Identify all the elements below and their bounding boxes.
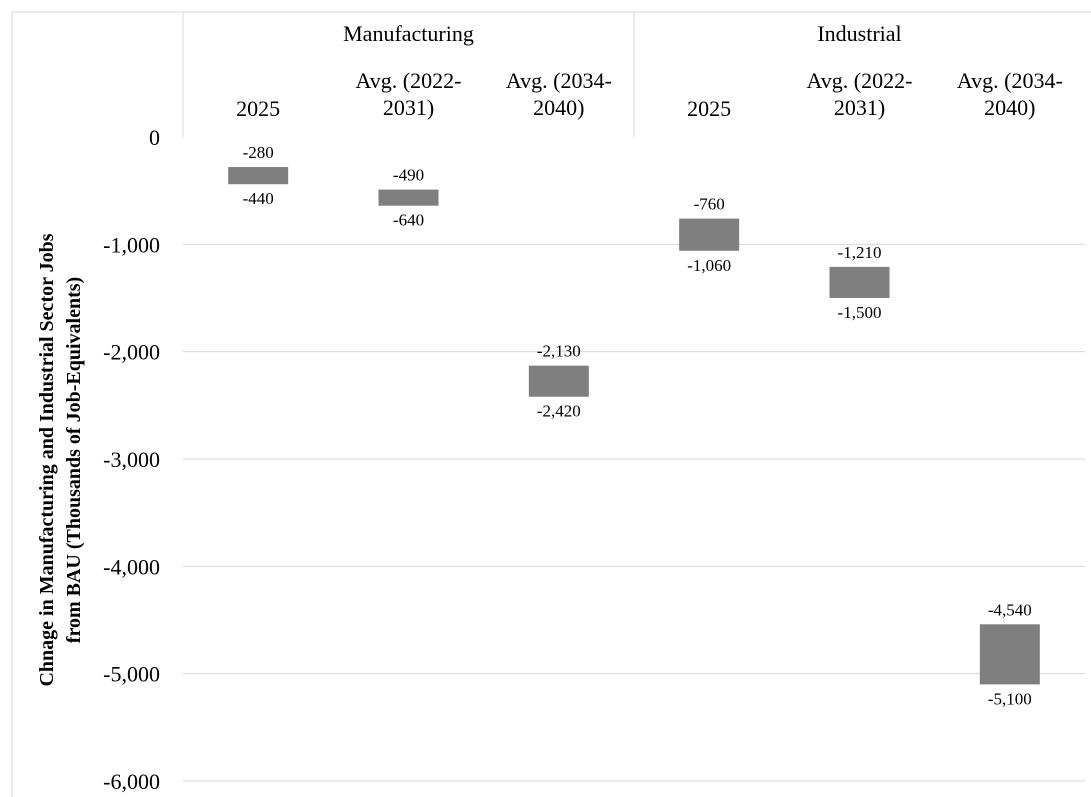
- data-labels: -280 -440 -490 -640 -2,130 -2,420 -760 -1,060 -1…: [243, 143, 1032, 708]
- range-bar: [679, 218, 740, 251]
- y-tick-label: -1,000: [103, 232, 160, 257]
- y-tick-label: -4,000: [103, 554, 160, 579]
- range-bar: [378, 189, 439, 206]
- bar-high-label: -760: [694, 195, 725, 214]
- bars: [228, 167, 1040, 685]
- y-tick-label: -5,000: [103, 662, 160, 687]
- category-label: Avg. (2034-: [957, 68, 1063, 93]
- category-label: Avg. (2034-: [506, 68, 612, 93]
- bar-high-label: -1,210: [838, 243, 882, 262]
- group-label: Manufacturing: [343, 21, 474, 46]
- y-axis-label-line-2: from BAU (Thousands of Job-Equivalents): [63, 277, 85, 643]
- bar-high-label: -490: [393, 166, 424, 185]
- bar-low-label: -640: [393, 211, 424, 230]
- bar-low-label: -2,420: [537, 402, 581, 421]
- grid-layer: [11, 11, 1091, 797]
- range-bar: [528, 365, 589, 397]
- category-label: 2040): [984, 95, 1035, 120]
- bar-low-label: -440: [243, 189, 274, 208]
- y-tick-label: -3,000: [103, 447, 160, 472]
- category-label: Avg. (2022-: [356, 68, 462, 93]
- category-label: 2025: [236, 96, 280, 121]
- range-bar: [228, 167, 289, 185]
- range-bar: [829, 266, 890, 298]
- category-label: 2040): [533, 95, 584, 120]
- category-label: 2025: [687, 96, 731, 121]
- y-tick-label: 0: [149, 125, 160, 150]
- y-tick-label: -6,000: [103, 769, 160, 794]
- category-label: Avg. (2022-: [807, 68, 913, 93]
- bar-high-label: -280: [243, 143, 274, 162]
- y-axis-ticks: 0 -1,000 -2,000 -3,000 -4,000 -5,000 -6,000: [103, 125, 160, 794]
- category-label: 2031): [834, 95, 885, 120]
- bar-low-label: -1,500: [838, 303, 882, 322]
- bar-low-label: -5,100: [988, 689, 1032, 708]
- bar-low-label: -1,060: [687, 256, 731, 275]
- bar-high-label: -2,130: [537, 342, 581, 361]
- y-axis-label-line-1: Chnage in Manufacturing and Industrial S…: [36, 233, 58, 686]
- category-label: 2031): [383, 95, 434, 120]
- y-tick-label: -2,000: [103, 340, 160, 365]
- range-bar: [979, 624, 1040, 685]
- bar-high-label: -4,540: [988, 600, 1032, 619]
- group-label: Industrial: [817, 21, 901, 46]
